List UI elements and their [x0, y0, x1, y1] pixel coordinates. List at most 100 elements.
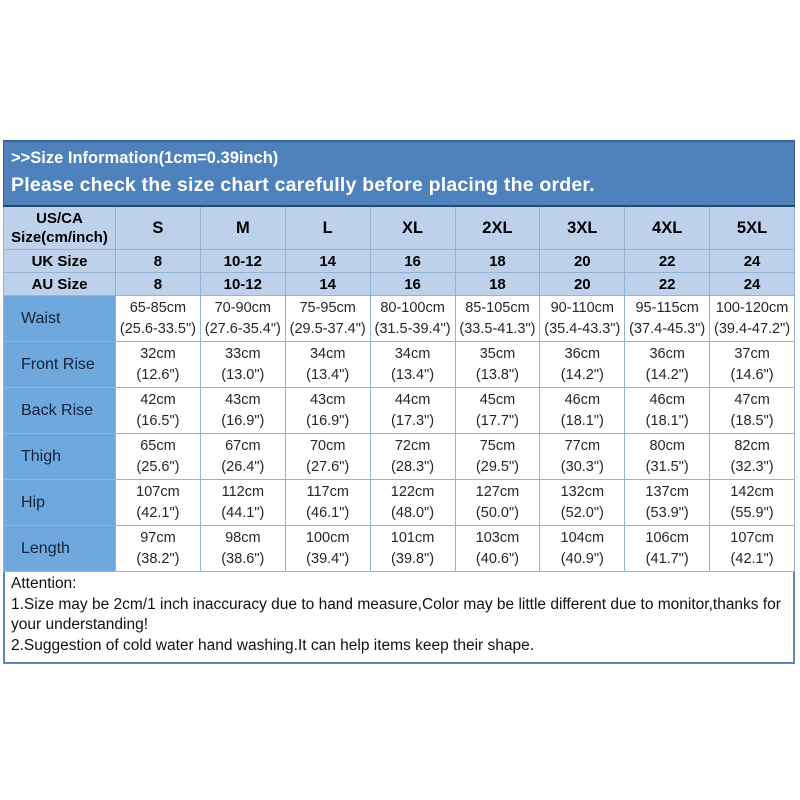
back-rise-cell-m: 43cm (16.9") — [199, 387, 286, 434]
thigh-cell-4xl: 80cm (31.5") — [624, 433, 711, 480]
measurement-row-length: Length 97cm (38.2") 98cm (38.6") 100cm (39.4")… — [3, 525, 795, 572]
measurement-row-hip: Hip 107cm (42.1") 112cm (44.1") 117cm (46.1") 1… — [3, 479, 795, 526]
waist-cell-5xl: 100-120cm (39.4-47.2") — [709, 295, 795, 342]
inch-value: (31.5") — [645, 458, 689, 475]
inch-value: (42.1") — [136, 504, 180, 521]
inch-value: (38.6") — [221, 550, 265, 567]
inch-value: (48.0") — [391, 504, 435, 521]
length-cell-xl: 101cm (39.8") — [369, 525, 456, 572]
corner-line2: Size(cm/inch) — [11, 229, 108, 246]
inch-value: (25.6-33.5") — [119, 320, 196, 337]
inch-value: (27.6-35.4") — [204, 320, 281, 337]
length-cell-3xl: 104cm (40.9") — [539, 525, 626, 572]
cm-value: 103cm — [475, 529, 520, 546]
waist-cell-3xl: 90-110cm (35.4-43.3") — [539, 295, 626, 342]
inch-value: (14.6") — [730, 366, 774, 383]
cm-value: 104cm — [560, 529, 605, 546]
measurement-label-back-rise: Back Rise — [3, 387, 116, 434]
hip-cell-s: 107cm (42.1") — [115, 479, 201, 526]
inch-value: (28.3") — [391, 458, 435, 475]
size-column-header-3xl: 3XL — [539, 205, 626, 250]
size-chart-content: >>Size Information(1cm=0.39inch) Please … — [3, 140, 795, 664]
inch-value: (13.4") — [391, 366, 435, 383]
cm-value: 46cm — [649, 391, 685, 408]
uk-size-value-4xl: 22 — [624, 249, 711, 273]
banner-size-information: >>Size Information(1cm=0.39inch) — [11, 149, 279, 167]
thigh-cell-m: 67cm (26.4") — [199, 433, 286, 480]
uk-size-value-xl: 16 — [369, 249, 456, 273]
cm-value: 142cm — [730, 483, 774, 500]
uk-size-value-5xl: 24 — [709, 249, 795, 273]
cm-value: 137cm — [645, 483, 689, 500]
size-column-header-4xl: 4XL — [624, 205, 711, 250]
table-header-row: US/CA Size(cm/inch) S M L XL 2XL 3XL 4XL 5XL — [3, 205, 795, 250]
length-cell-5xl: 107cm (42.1") — [709, 525, 795, 572]
front-rise-cell-5xl: 37cm (14.6") — [709, 341, 795, 388]
size-column-header-xl: XL — [369, 205, 456, 250]
measurement-label-thigh: Thigh — [3, 433, 116, 480]
inch-value: (29.5-37.4") — [289, 320, 366, 337]
waist-cell-s: 65-85cm (25.6-33.5") — [115, 295, 201, 342]
length-cell-4xl: 106cm (41.7") — [624, 525, 711, 572]
cm-value: 37cm — [734, 345, 770, 362]
inch-value: (39.4") — [306, 550, 350, 567]
measurement-label-waist: Waist — [3, 295, 116, 342]
size-chart-table: US/CA Size(cm/inch) S M L XL 2XL 3XL 4XL 5XL UK Si… — [3, 205, 795, 572]
back-rise-cell-2xl: 45cm (17.7") — [454, 387, 541, 434]
size-column-header-l: L — [284, 205, 371, 250]
cm-value: 97cm — [140, 529, 176, 546]
inch-value: (12.6") — [136, 366, 180, 383]
front-rise-cell-xl: 34cm (13.4") — [369, 341, 456, 388]
inch-value: (17.7") — [475, 412, 519, 429]
size-column-header-s: S — [115, 205, 201, 250]
waist-cell-l: 75-95cm (29.5-37.4") — [284, 295, 371, 342]
cm-value: 34cm — [309, 345, 346, 362]
hip-cell-m: 112cm (44.1") — [199, 479, 286, 526]
cm-value: 65cm — [140, 437, 176, 454]
cm-value: 35cm — [479, 345, 516, 362]
inch-value: (40.9") — [560, 550, 604, 567]
measurement-label-front-rise: Front Rise — [3, 341, 116, 388]
inch-value: (39.4-47.2") — [714, 320, 791, 337]
cm-value: 65-85cm — [129, 299, 187, 316]
back-rise-cell-s: 42cm (16.5") — [115, 387, 201, 434]
back-rise-cell-5xl: 47cm (18.5") — [709, 387, 795, 434]
au-size-value-xl: 16 — [369, 272, 456, 296]
front-rise-cell-4xl: 36cm (14.2") — [624, 341, 711, 388]
waist-cell-2xl: 85-105cm (33.5-41.3") — [454, 295, 541, 342]
length-cell-m: 98cm (38.6") — [199, 525, 286, 572]
cm-value: 85-105cm — [465, 299, 530, 316]
hip-cell-4xl: 137cm (53.9") — [624, 479, 711, 526]
front-rise-cell-s: 32cm (12.6") — [115, 341, 201, 388]
cm-value: 107cm — [136, 483, 180, 500]
cm-value: 70cm — [309, 437, 346, 454]
cm-value: 75cm — [479, 437, 516, 454]
au-size-value-3xl: 20 — [539, 272, 626, 296]
cm-value: 75-95cm — [299, 299, 356, 316]
measurement-row-back-rise: Back Rise 42cm (16.5") 43cm (16.9") 43cm (16.9… — [3, 387, 795, 434]
cm-value: 42cm — [140, 391, 176, 408]
cm-value: 77cm — [564, 437, 601, 454]
thigh-cell-3xl: 77cm (30.3") — [539, 433, 626, 480]
hip-cell-3xl: 132cm (52.0") — [539, 479, 626, 526]
attention-box: Attention: 1.Size may be 2cm/1 inch inac… — [3, 572, 795, 664]
uk-size-value-2xl: 18 — [454, 249, 541, 273]
corner-header-cell: US/CA Size(cm/inch) — [3, 205, 116, 250]
cm-value: 106cm — [645, 529, 689, 546]
uk-size-row: UK Size 8 10-12 14 16 18 20 22 24 — [3, 249, 795, 273]
size-column-header-5xl: 5XL — [709, 205, 795, 250]
attention-note-1: 1.Size may be 2cm/1 inch inaccuracy due … — [11, 595, 781, 634]
inch-value: (37.4-45.3") — [629, 320, 706, 337]
cm-value: 80cm — [649, 437, 685, 454]
cm-value: 80-100cm — [380, 299, 445, 316]
cm-value: 32cm — [140, 345, 176, 362]
inch-value: (50.0") — [475, 504, 519, 521]
cm-value: 34cm — [394, 345, 431, 362]
attention-title: Attention: — [11, 575, 77, 592]
inch-value: (13.8") — [475, 366, 519, 383]
length-cell-s: 97cm (38.2") — [115, 525, 201, 572]
cm-value: 107cm — [730, 529, 774, 546]
au-size-value-5xl: 24 — [709, 272, 795, 296]
cm-value: 72cm — [394, 437, 431, 454]
